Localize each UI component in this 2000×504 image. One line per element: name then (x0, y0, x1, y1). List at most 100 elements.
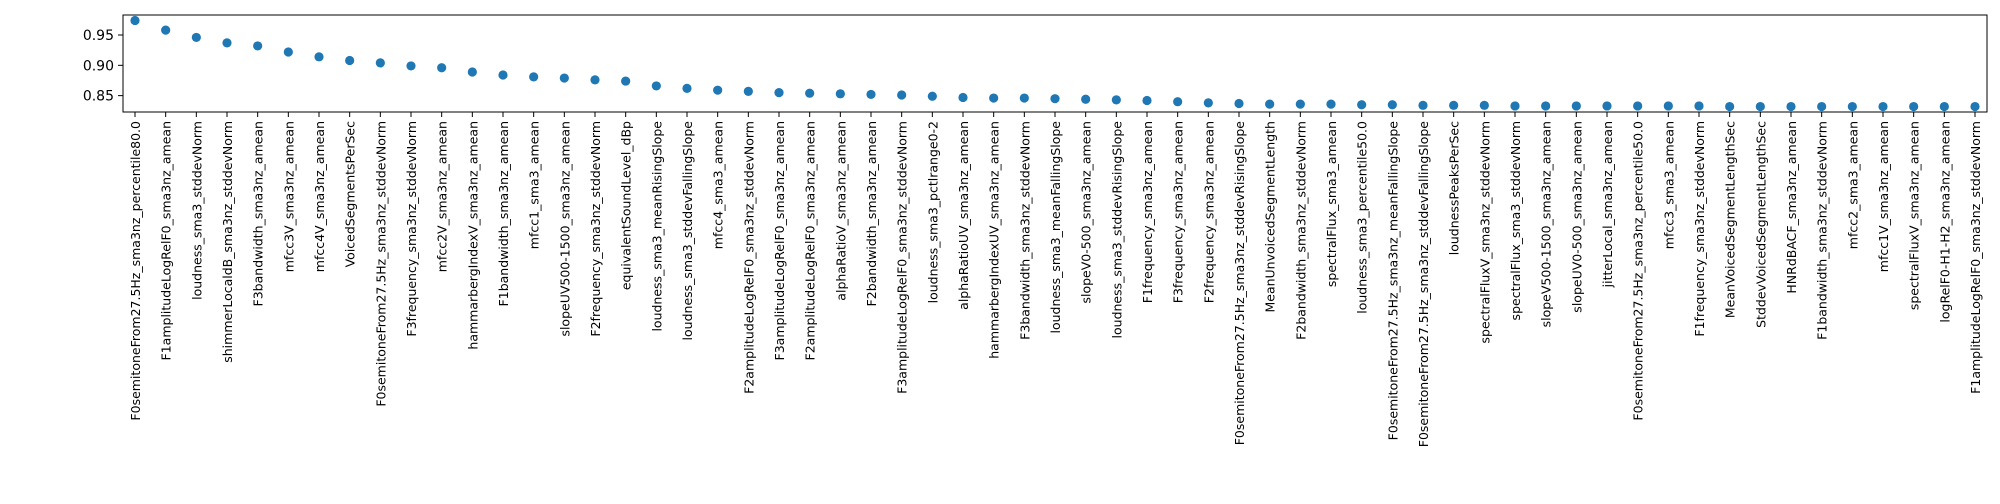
data-point (559, 73, 569, 83)
data-point (130, 15, 140, 26)
y-axis: 0.85 0.90 0.95 (83, 28, 123, 105)
x-tick-label: mfcc3V_sma3nz_amean (281, 121, 296, 272)
data-point (375, 58, 385, 68)
data-point (1510, 101, 1520, 111)
x-tick-label: hammarbergIndexV_sma3nz_amean (465, 121, 480, 350)
data-point (1142, 95, 1152, 106)
data-point (805, 88, 815, 98)
data-point (529, 72, 539, 82)
x-tick-label: F0semitoneFrom27.5Hz_sma3nz_percentile80… (128, 121, 143, 421)
data-point (651, 81, 661, 91)
x-tick-label: mfcc1_sma3_amean (527, 121, 542, 249)
x-tick-label: mfcc1V_sma3nz_amean (1876, 121, 1891, 272)
data-point (1265, 99, 1275, 109)
data-point (1725, 101, 1735, 112)
data-point (467, 67, 477, 77)
x-tick-label: mfcc2_sma3_amean (1845, 121, 1860, 249)
x-tick-label: F3amplitudeLogRelF0_sma3nz_amean (772, 121, 787, 360)
data-point (283, 47, 293, 57)
x-tick-label: loudness_sma3_meanFallingSlope (1048, 121, 1063, 334)
x-tick-label: alphaRatioUV_sma3nz_amean (956, 121, 971, 310)
data-point (1541, 101, 1551, 111)
data-point (835, 89, 845, 99)
x-tick-label: F2bandwidth_sma3nz_amean (864, 121, 879, 306)
data-point (1019, 93, 1029, 103)
data-point (1081, 94, 1091, 104)
data-point (774, 88, 784, 98)
x-tick-label: spectralFluxV_sma3nz_stddevNorm (1477, 121, 1492, 343)
x-tick-label: spectralFlux_sma3_stddevNorm (1508, 121, 1523, 320)
data-point (1050, 94, 1060, 104)
data-point (1449, 100, 1459, 110)
data-point (191, 32, 201, 43)
x-tick-label: loudnessPeaksPerSec (1447, 121, 1462, 255)
x-tick-label: equivalentSoundLevel_dBp (619, 121, 634, 290)
x-tick-label: loudness_sma3_stddevNorm (189, 121, 204, 300)
x-tick-label: mfcc2V_sma3nz_amean (435, 121, 450, 272)
data-point (958, 92, 968, 103)
x-tick-label: alphaRatioV_sma3nz_amean (833, 121, 848, 301)
x-tick-label: mfcc4V_sma3nz_amean (312, 121, 327, 272)
data-point (253, 41, 263, 51)
x-tick-label: F1frequency_sma3nz_stddevNorm (1692, 121, 1707, 337)
x-tick-label: F3bandwidth_sma3nz_stddevNorm (1017, 121, 1032, 340)
x-tick-label: F3amplitudeLogRelF0_sma3nz_stddevNorm (895, 121, 910, 394)
x-tick-label: mfcc3_sma3_amean (1661, 121, 1676, 249)
x-tick-label: StddevVoicedSegmentLengthSec (1753, 121, 1768, 328)
x-tick-label: F3frequency_sma3nz_stddevNorm (404, 121, 419, 337)
x-tick-label: slopeV500-1500_sma3nz_amean (1539, 121, 1554, 327)
data-point (345, 55, 355, 66)
data-point (314, 52, 324, 62)
x-tick-label: F1bandwidth_sma3nz_stddevNorm (1815, 121, 1830, 340)
data-point (1755, 101, 1765, 112)
x-tick-label: loudness_sma3_meanRisingSlope (649, 121, 664, 332)
x-tick-label: loudness_sma3_pctlrange0-2 (925, 121, 940, 303)
data-point (437, 63, 447, 73)
x-tick-label: shimmerLocaldB_sma3nz_stddevNorm (220, 121, 235, 363)
x-tick-label: loudness_sma3_stddevFallingSlope (680, 121, 695, 341)
x-tick-label: VoicedSegmentsPerSec (343, 121, 358, 268)
data-point (1909, 101, 1919, 112)
data-point (713, 85, 723, 95)
x-tick-label: F2frequency_sma3nz_stddevNorm (588, 121, 603, 337)
data-point (1357, 100, 1367, 110)
data-point (866, 89, 876, 100)
x-tick-label: jitterLocal_sma3nz_amean (1600, 121, 1615, 288)
x-tick-label: F2amplitudeLogRelF0_sma3nz_stddevNorm (741, 121, 756, 394)
data-point (1295, 99, 1305, 109)
x-axis: F0semitoneFrom27.5Hz_sma3nz_percentile80… (128, 112, 1983, 447)
data-point (621, 76, 631, 86)
data-point (1602, 101, 1612, 111)
data-point (1970, 101, 1980, 112)
x-tick-label: F2frequency_sma3nz_amean (1201, 121, 1216, 303)
x-tick-label: mfcc4_sma3_amean (711, 121, 726, 249)
y-tick-label: 0.85 (83, 89, 114, 105)
data-point (1173, 97, 1183, 107)
x-tick-label: F1bandwidth_sma3nz_amean (496, 121, 511, 306)
data-point (989, 93, 999, 103)
x-tick-label: spectralFluxV_sma3nz_amean (1907, 121, 1922, 310)
x-tick-label: HNRdBACF_sma3nz_amean (1784, 121, 1799, 294)
y-tick-label: 0.90 (83, 58, 114, 74)
data-point (1663, 101, 1673, 111)
data-point (1418, 100, 1428, 110)
x-tick-label: F2amplitudeLogRelF0_sma3nz_amean (803, 121, 818, 360)
y-tick-label: 0.95 (83, 28, 114, 44)
data-point (927, 91, 937, 101)
data-point (1571, 101, 1581, 111)
data-point (1479, 100, 1489, 110)
x-tick-label: logRelF0-H1-H2_sma3nz_amean (1937, 121, 1952, 323)
x-tick-label: loudness_sma3_stddevRisingSlope (1109, 121, 1124, 339)
x-tick-label: loudness_sma3_percentile50.0 (1355, 121, 1370, 314)
x-tick-label: F0semitoneFrom27.5Hz_sma3nz_stddevNorm (373, 121, 388, 407)
x-tick-label: spectralFlux_sma3_amean (1324, 121, 1339, 287)
x-tick-label: slopeUV500-1500_sma3nz_amean (557, 121, 572, 337)
data-point (1111, 95, 1121, 105)
data-point (406, 61, 416, 71)
x-tick-label: F1amplitudeLogRelF0_sma3nz_amean (159, 121, 174, 360)
x-tick-label: hammarbergIndexUV_sma3nz_amean (987, 121, 1002, 359)
data-point (1203, 98, 1213, 108)
data-point (743, 86, 753, 96)
